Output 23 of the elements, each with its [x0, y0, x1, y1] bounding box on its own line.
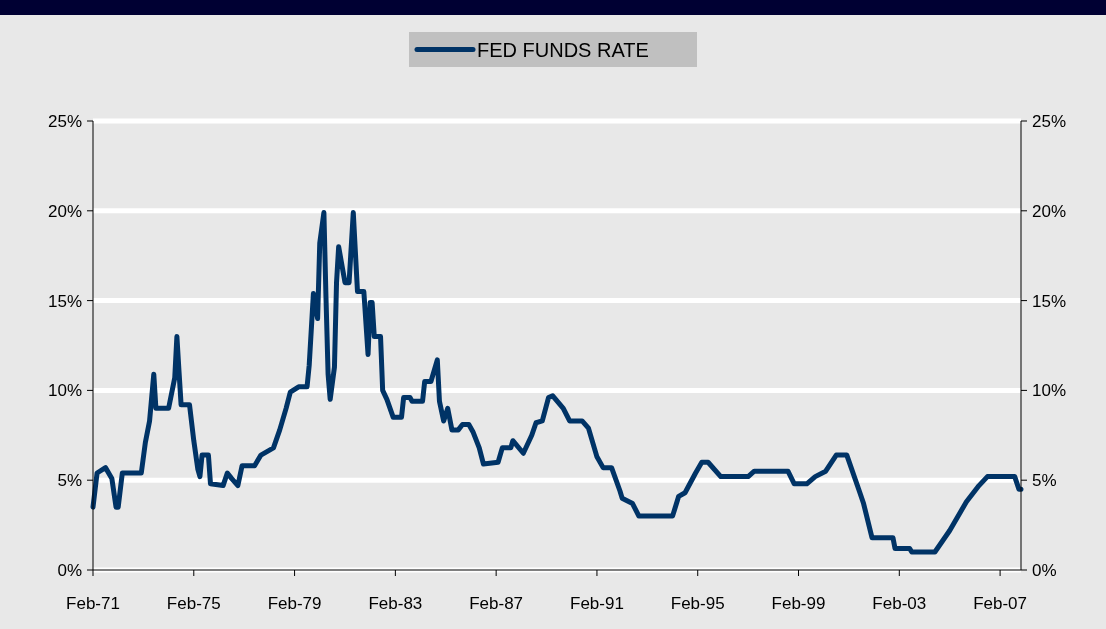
x-tick-label: Feb-03: [872, 594, 927, 613]
y-tick-label: 0%: [57, 561, 82, 580]
y2-tick-label: 15%: [1032, 291, 1067, 311]
y-tick-label: 5%: [57, 471, 82, 491]
y2-tick-label: 0%: [1032, 561, 1057, 580]
x-tick-label: Feb-83: [368, 594, 423, 613]
x-tick-label: Feb-75: [166, 594, 221, 613]
y-tick-label: 25%: [47, 112, 82, 131]
y2-tick-label: 25%: [1032, 112, 1067, 131]
y2-tick-label: 10%: [1032, 381, 1067, 401]
x-tick-label: Feb-71: [66, 594, 120, 613]
legend-label: FED FUNDS RATE: [477, 38, 649, 61]
y-tick-label: 20%: [47, 201, 82, 221]
y2-tick-label: 5%: [1032, 471, 1057, 491]
x-tick-label: Feb-07: [973, 594, 1028, 613]
y-tick-label: 15%: [47, 291, 82, 311]
x-tick-label: Feb-95: [670, 594, 725, 613]
y2-tick-label: 20%: [1032, 201, 1067, 221]
x-tick-label: Feb-91: [570, 594, 624, 613]
x-tick-label: Feb-99: [771, 594, 826, 613]
x-tick-label: Feb-87: [469, 594, 524, 613]
x-tick-label: Feb-79: [267, 594, 322, 613]
y-tick-label: 10%: [47, 381, 82, 401]
